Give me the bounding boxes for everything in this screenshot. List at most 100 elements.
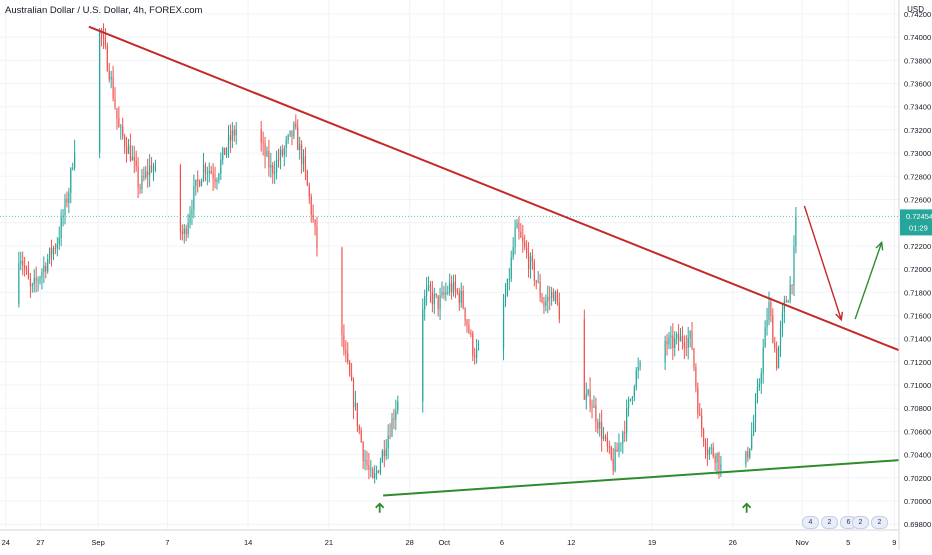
- candle-body: [427, 285, 430, 288]
- candle-body: [222, 147, 224, 160]
- candle-body: [297, 127, 299, 151]
- candle-body: [262, 142, 264, 144]
- candle-body: [270, 165, 272, 168]
- candle-body: [379, 462, 382, 473]
- event-badge[interactable]: 2: [821, 516, 838, 529]
- candle-body: [372, 468, 374, 478]
- candle-body: [29, 278, 31, 287]
- candle-body: [639, 362, 641, 368]
- candle-body: [199, 181, 201, 187]
- candle-body: [762, 347, 764, 374]
- candle-body: [697, 387, 699, 414]
- candle-body: [516, 222, 518, 229]
- economic-events-left[interactable]: 4 2 6: [802, 516, 857, 529]
- candle-body: [181, 231, 183, 234]
- candle-body: [45, 265, 47, 272]
- candle-body: [785, 300, 787, 303]
- candle-body: [389, 435, 391, 437]
- candle-body: [745, 451, 747, 465]
- candle-body: [281, 149, 283, 155]
- candle-body: [701, 415, 703, 430]
- candle-body: [195, 179, 197, 186]
- candle-body: [627, 400, 630, 408]
- currency-label: USD: [907, 5, 924, 14]
- candle-body: [779, 327, 782, 347]
- candle-body: [214, 178, 216, 182]
- economic-events-right[interactable]: 2 2: [852, 516, 888, 529]
- candle-body: [275, 159, 278, 173]
- candle-body: [27, 270, 30, 279]
- y-tick-label: 0.70600: [904, 427, 931, 436]
- candle-body: [439, 295, 441, 310]
- y-tick-label: 0.69800: [904, 520, 931, 529]
- candle-body: [229, 135, 232, 141]
- x-tick-label: 6: [500, 538, 504, 547]
- candle-body: [227, 135, 230, 149]
- candle-body: [710, 447, 712, 449]
- candle-body: [316, 226, 318, 249]
- candle-body: [112, 77, 114, 99]
- candle-body: [422, 309, 424, 402]
- candle-body: [135, 160, 137, 167]
- candle-body: [781, 311, 784, 328]
- candle-body: [299, 144, 301, 151]
- y-tick-label: 0.71400: [904, 335, 931, 344]
- candle-body: [601, 421, 603, 439]
- candle-body: [20, 261, 22, 264]
- candle-body: [502, 303, 505, 349]
- x-tick-label: Nov: [795, 538, 809, 547]
- y-tick-label: 0.73600: [904, 80, 931, 89]
- candle-body: [72, 167, 74, 169]
- candle-body: [231, 130, 233, 141]
- candle-body: [314, 219, 316, 227]
- candle-body: [629, 398, 632, 401]
- candle-body: [35, 278, 37, 281]
- x-tick-label: 7: [165, 538, 169, 547]
- candle-body: [37, 280, 39, 282]
- candle-body: [349, 362, 351, 376]
- candle-body: [695, 367, 697, 388]
- candle-body: [435, 293, 437, 296]
- candle-body: [110, 77, 112, 80]
- candle-body: [470, 332, 472, 334]
- trendline-drawings: [0, 25, 900, 513]
- candle-body: [758, 383, 760, 388]
- x-tick-label: 19: [648, 538, 656, 547]
- candle-body: [125, 146, 128, 154]
- candle-body: [712, 447, 714, 456]
- candle-body: [343, 334, 345, 351]
- candle-body: [366, 460, 368, 466]
- candle-body: [220, 159, 222, 174]
- candle-body: [352, 380, 355, 408]
- candle-body: [354, 403, 357, 408]
- event-badge[interactable]: 2: [852, 516, 869, 529]
- candle-body: [216, 180, 218, 182]
- candle-body: [41, 271, 43, 278]
- candle-body: [187, 223, 189, 235]
- candle-body: [531, 256, 533, 262]
- candle-body: [277, 159, 280, 161]
- candle-body: [120, 126, 122, 128]
- last-price-label: 0.72454: [906, 212, 932, 221]
- candle-body: [218, 173, 220, 181]
- candle-body: [666, 340, 668, 345]
- candle-body: [376, 470, 378, 474]
- candle-body: [593, 405, 595, 408]
- candle-body: [504, 295, 507, 304]
- y-tick-label: 0.73200: [904, 126, 931, 135]
- candle-body: [104, 37, 107, 46]
- y-tick-label: 0.73800: [904, 56, 931, 65]
- candle-body: [620, 443, 622, 445]
- y-tick-label: 0.72600: [904, 195, 931, 204]
- x-tick-label: 28: [406, 538, 414, 547]
- candle-body: [306, 170, 308, 186]
- candle-body: [345, 350, 347, 354]
- event-badge[interactable]: 4: [802, 516, 819, 529]
- candle-body: [70, 168, 72, 193]
- event-badge[interactable]: 2: [871, 516, 888, 529]
- candle-body: [293, 123, 295, 137]
- candle-body: [381, 450, 383, 463]
- candle-body: [618, 443, 620, 452]
